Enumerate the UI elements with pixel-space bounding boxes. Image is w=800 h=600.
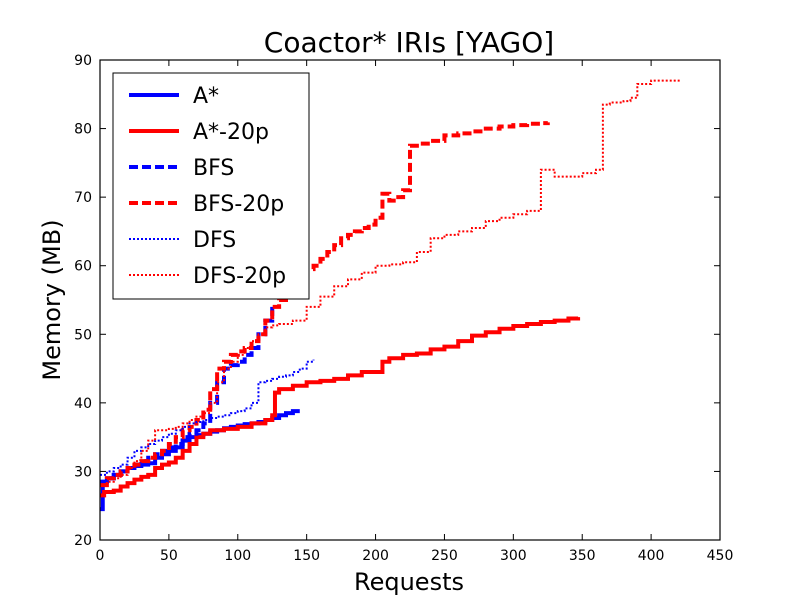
series-line-a-20p bbox=[100, 316, 581, 498]
y-tick-label: 40 bbox=[74, 396, 92, 412]
plot-frame bbox=[99, 59, 721, 541]
y-tick-label: 70 bbox=[74, 190, 92, 206]
legend: A* A*-20p BFS BFS-20p DFS DFS-20p bbox=[112, 72, 310, 300]
x-tick-label: 50 bbox=[160, 548, 178, 564]
legend-label: BFS bbox=[193, 156, 234, 181]
legend-label: A*-20p bbox=[193, 120, 269, 145]
x-tick-label: 350 bbox=[569, 548, 596, 564]
legend-label: A* bbox=[193, 84, 219, 109]
x-tick-label: 150 bbox=[293, 548, 320, 564]
chart-title: Coactor* IRIs [YAGO] bbox=[264, 26, 554, 59]
x-tick-label: 0 bbox=[96, 548, 105, 564]
x-tick-label: 200 bbox=[362, 548, 389, 564]
y-tick-label: 20 bbox=[74, 533, 92, 549]
x-tick-label: 400 bbox=[638, 548, 665, 564]
x-tick-label: 450 bbox=[707, 548, 734, 564]
series-line-dfs-20p bbox=[100, 79, 680, 487]
axis-ticks: 0 50 100 150 200 250 300 350 400 450 20 30 40 50 60 70 8… bbox=[74, 53, 733, 564]
x-tick-label: 250 bbox=[431, 548, 458, 564]
legend-label: BFS-20p bbox=[193, 192, 284, 217]
y-tick-label: 90 bbox=[74, 53, 92, 69]
x-tick-label: 100 bbox=[224, 548, 251, 564]
legend-box bbox=[112, 72, 310, 300]
y-tick-label: 60 bbox=[74, 259, 92, 275]
y-axis-title: Memory (MB) bbox=[38, 219, 66, 380]
series-line-dfs bbox=[100, 359, 315, 476]
x-tick-label: 300 bbox=[500, 548, 527, 564]
y-tick-label: 30 bbox=[74, 464, 92, 480]
y-tick-label: 80 bbox=[74, 122, 92, 138]
x-axis-title: Requests bbox=[354, 568, 464, 596]
legend-label: DFS bbox=[193, 228, 236, 253]
y-tick-label: 50 bbox=[74, 327, 92, 343]
legend-label: DFS-20p bbox=[193, 264, 286, 289]
